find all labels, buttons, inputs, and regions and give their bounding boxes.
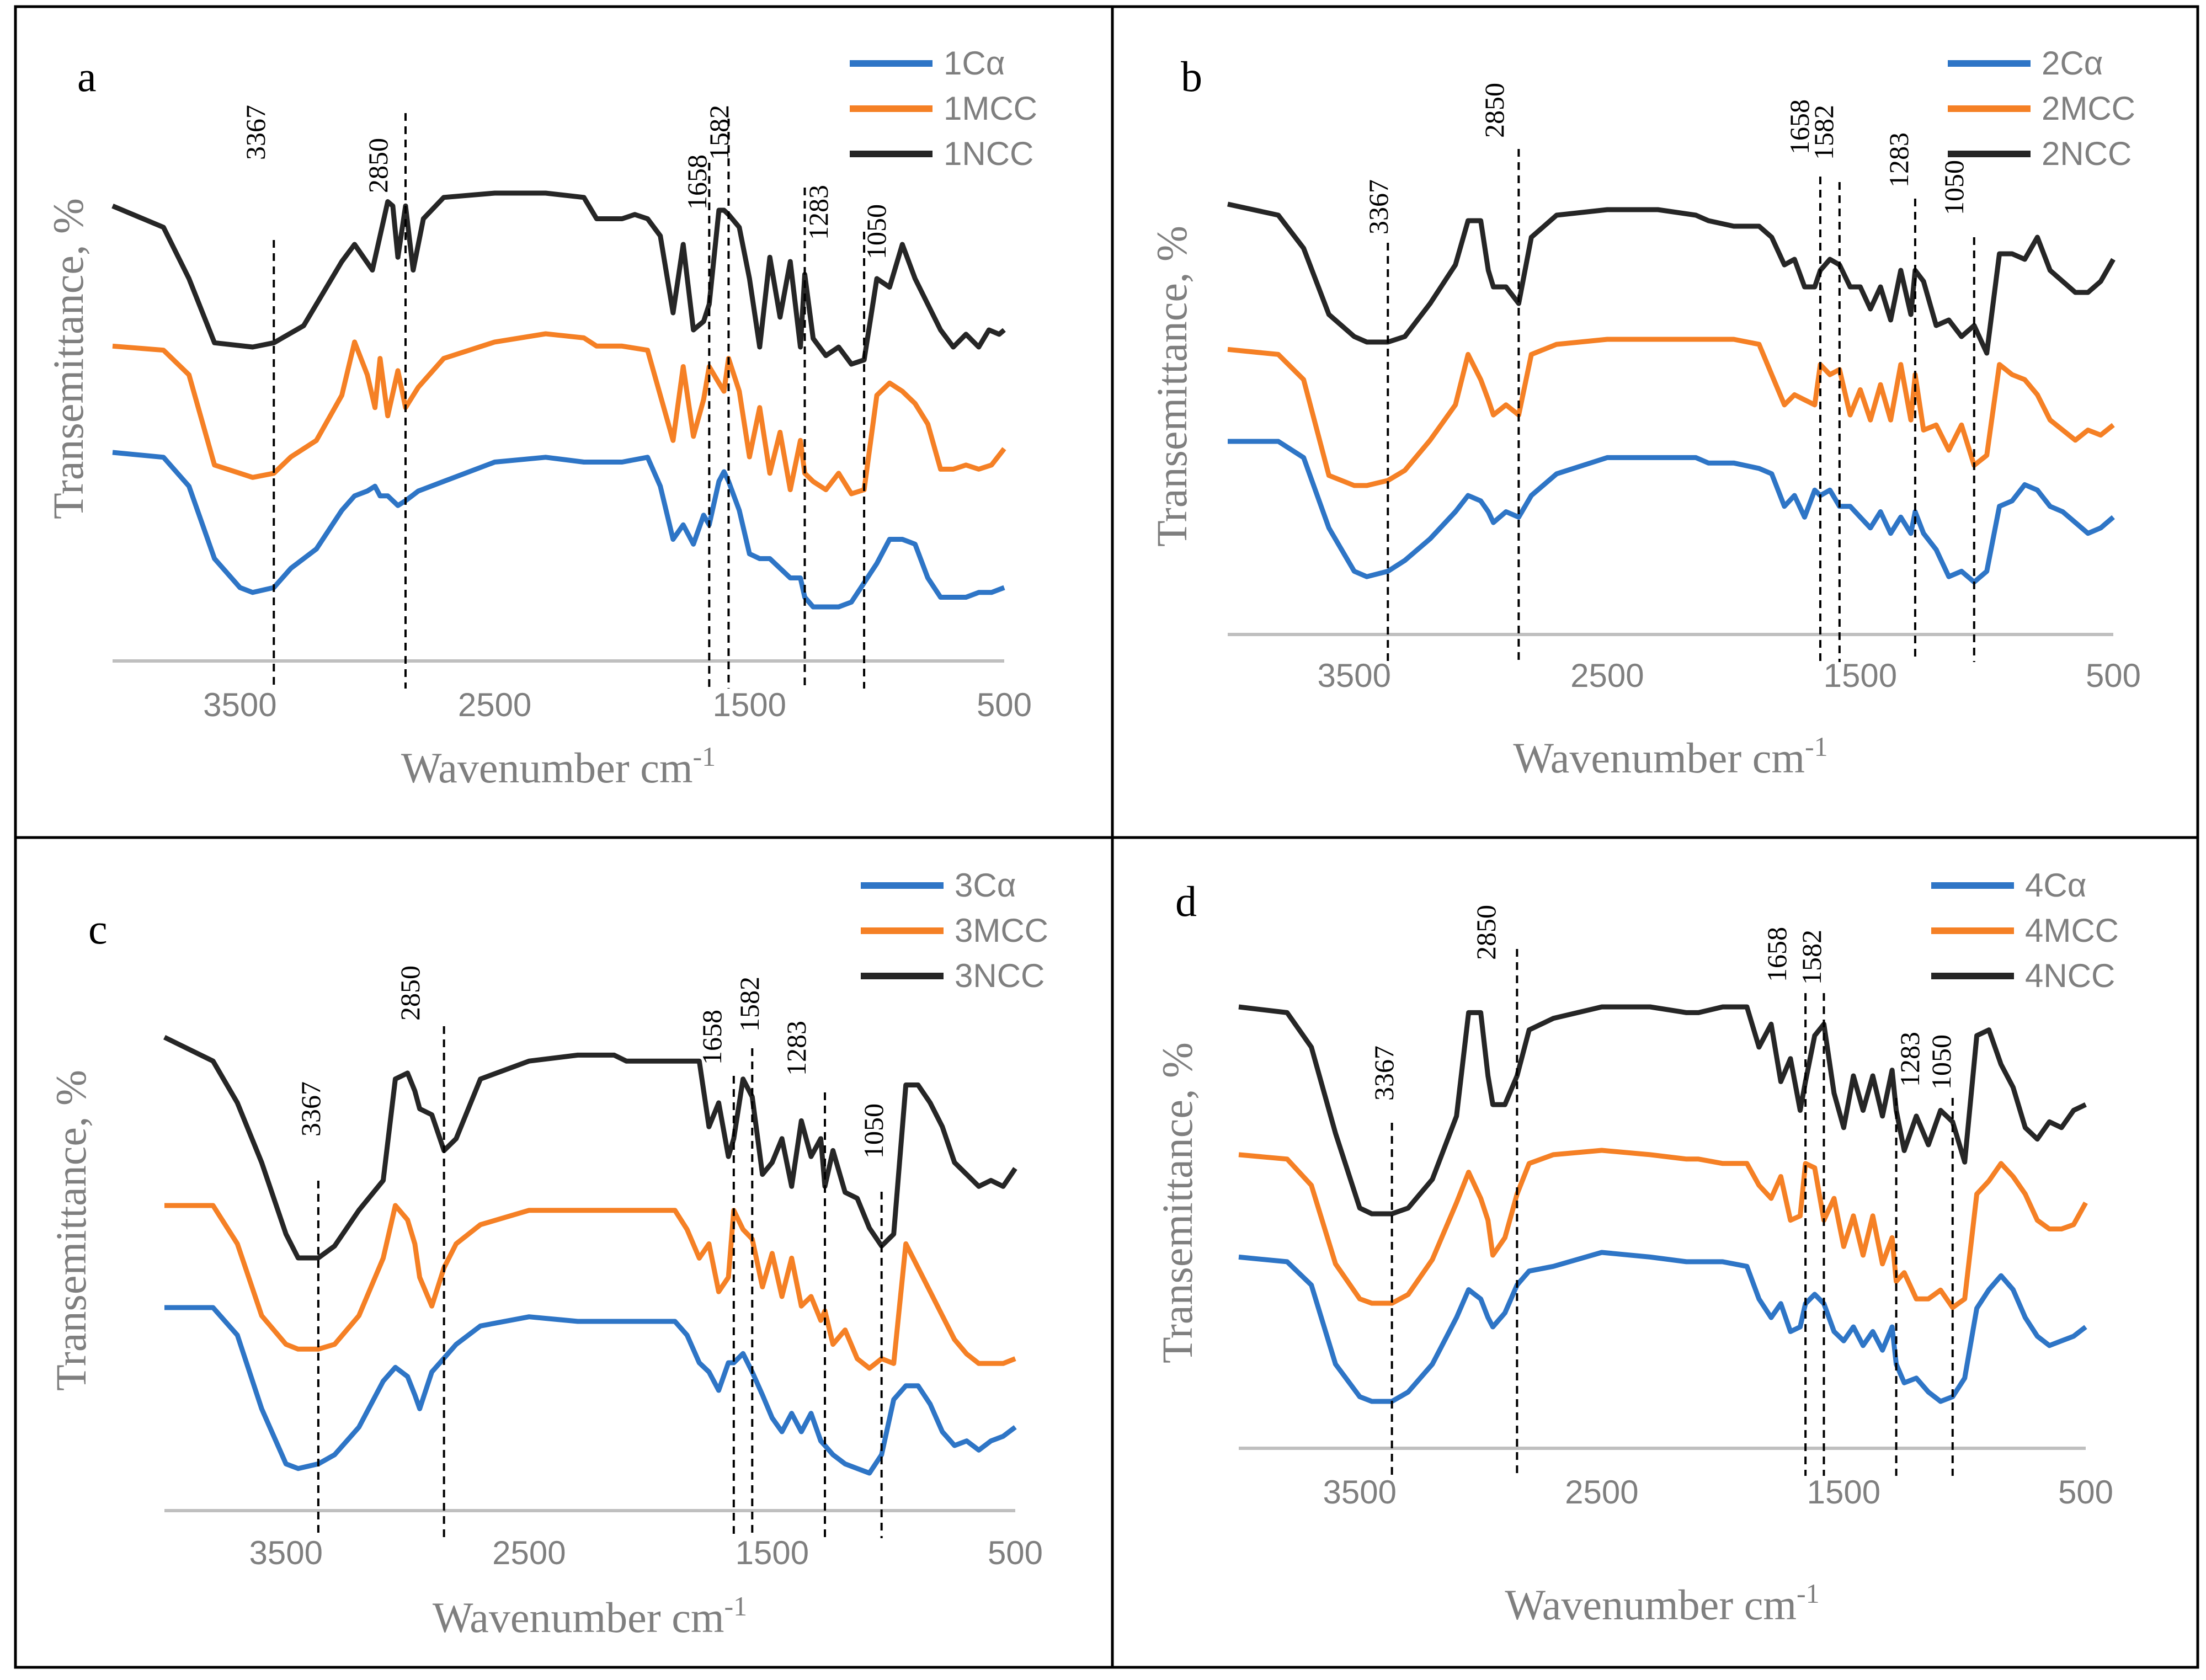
peak-label-2850: 2850 [1479, 83, 1510, 138]
peak-label-2850: 2850 [395, 966, 425, 1021]
series-mcc-line [1238, 1148, 2088, 1310]
peak-label-2850: 2850 [1470, 905, 1501, 960]
peak-label-1582: 1582 [1808, 105, 1839, 160]
series-ncc-line [111, 190, 1006, 367]
series-mcc-line [1227, 337, 2115, 488]
y-axis-label: Transemittance, % [1148, 226, 1196, 547]
series-calpha-line [1228, 439, 2115, 585]
legend-label: 1Cα [944, 45, 1005, 82]
series-calpha-line [112, 450, 1005, 610]
panel-label: a [77, 52, 97, 100]
peak-label-1582: 1582 [734, 977, 765, 1032]
series-calpha-line [164, 1305, 1017, 1476]
peak-label-3367: 3367 [295, 1081, 326, 1137]
peak-label-1582: 1582 [1796, 930, 1827, 985]
panel-d: d Transemittance, % Wavenumber cm-1 3500 250… [1153, 867, 2119, 1629]
peak-label-1658: 1658 [696, 1010, 727, 1065]
x-tick-label: 3500 [1323, 1474, 1397, 1511]
x-tick-label: 2500 [1570, 657, 1644, 694]
peak-label-1050: 1050 [858, 1103, 889, 1159]
y-axis-label: Transemittance, % [47, 1070, 95, 1391]
panel-a: a Transemittance, % Wavenumber cm-1 3500 250… [44, 45, 1037, 792]
y-axis-label: Transemittance, % [44, 198, 92, 519]
x-tick-label: 500 [977, 686, 1032, 723]
peak-label-1658: 1658 [1761, 927, 1792, 982]
series-ncc-line [163, 1034, 1017, 1261]
x-axis-label: Wavenumber cm-1 [401, 741, 716, 792]
peak-label-3367: 3367 [1363, 179, 1394, 234]
peak-label-3367: 3367 [240, 105, 271, 160]
legend-label: 1NCC [944, 135, 1033, 172]
legend-label: 2NCC [2042, 135, 2132, 172]
series-ncc-line [1238, 1004, 2087, 1217]
x-tick-label: 1500 [1807, 1474, 1880, 1511]
x-axis-label: Wavenumber cm-1 [433, 1591, 747, 1641]
peak-label-1283: 1283 [781, 1021, 812, 1076]
x-tick-label: 500 [988, 1534, 1043, 1571]
legend-label: 3MCC [955, 912, 1048, 949]
legend-label: 4Cα [2025, 867, 2086, 904]
peak-label-1050: 1050 [1926, 1034, 1957, 1090]
panel-label: b [1181, 52, 1202, 100]
x-tick-label: 500 [2058, 1474, 2113, 1511]
peak-label-1050: 1050 [861, 204, 892, 259]
x-tick-label: 2500 [492, 1534, 566, 1571]
peak-label-1658: 1658 [1784, 99, 1815, 154]
x-tick-label: 3500 [1318, 657, 1391, 694]
panel-c: c Transemittance, % Wavenumber cm-1 3500 250… [47, 867, 1048, 1641]
x-tick-label: 1500 [1824, 657, 1897, 694]
x-axis-label: Wavenumber cm-1 [1513, 731, 1827, 782]
legend-label: 3Cα [955, 867, 1016, 904]
legend-label: 2MCC [2042, 90, 2135, 127]
panel-b: b Transemittance, % Wavenumber cm-1 3500 250… [1148, 45, 2141, 782]
series-calpha-line [1238, 1250, 2087, 1404]
legend-label: 2Cα [2042, 45, 2103, 82]
x-tick-label: 2500 [458, 686, 531, 723]
peak-label-1050: 1050 [1938, 160, 1969, 215]
peak-label-2850: 2850 [363, 138, 393, 193]
x-tick-label: 3500 [249, 1534, 323, 1571]
x-axis-label: Wavenumber cm-1 [1505, 1578, 1819, 1629]
peak-label-1283: 1283 [1894, 1032, 1925, 1087]
series-ncc-line [1227, 201, 2116, 356]
x-tick-label: 3500 [203, 686, 276, 723]
peak-label-1283: 1283 [1883, 132, 1914, 188]
legend-label: 3NCC [955, 957, 1045, 994]
legend-label: 1MCC [944, 90, 1037, 127]
legend-label: 4MCC [2025, 912, 2119, 949]
panel-label: c [88, 905, 108, 953]
x-tick-label: 2500 [1565, 1474, 1638, 1511]
x-tick-label: 1500 [736, 1534, 809, 1571]
panel-label: d [1175, 877, 1197, 925]
peak-label-3367: 3367 [1368, 1046, 1399, 1101]
y-axis-label: Transemittance, % [1153, 1042, 1201, 1363]
x-tick-label: 1500 [713, 686, 786, 723]
series-mcc-line [112, 331, 1006, 497]
x-tick-label: 500 [2086, 657, 2141, 694]
peak-label-1283: 1283 [803, 185, 834, 240]
peak-label-1582: 1582 [704, 105, 734, 160]
series-mcc-line [164, 1203, 1016, 1371]
peak-label-1658: 1658 [681, 154, 712, 210]
legend-label: 4NCC [2025, 957, 2115, 994]
